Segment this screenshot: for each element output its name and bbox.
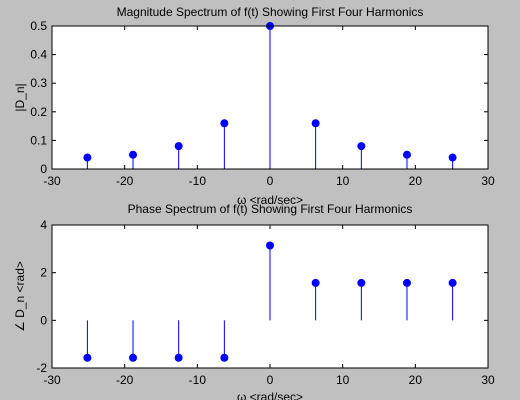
y-axis-label: ∠ D_n <rad>: [13, 261, 27, 332]
x-axis-label: ω <rad/sec>: [237, 193, 303, 207]
stem-marker: [311, 119, 320, 128]
y-tick-label: -2: [36, 361, 47, 375]
x-tick-label: 20: [409, 373, 423, 387]
stem-marker: [357, 278, 366, 287]
stem-marker: [448, 278, 457, 287]
y-tick-label: 2: [40, 266, 47, 280]
y-tick-label: 0: [40, 162, 47, 176]
x-tick-label: -10: [189, 373, 207, 387]
y-tick-label: 0.4: [30, 48, 47, 62]
stem-marker: [129, 150, 138, 159]
x-tick-label: -20: [116, 373, 134, 387]
stem-marker: [83, 153, 92, 162]
y-tick-label: 0: [40, 313, 47, 327]
y-axis-label: |D_n|: [13, 83, 27, 111]
x-tick-label: 10: [336, 174, 350, 188]
x-axis-label: ω <rad/sec>: [237, 390, 303, 400]
x-tick-label: 10: [336, 373, 350, 387]
x-tick-label: 0: [267, 373, 274, 387]
stem-marker: [402, 278, 411, 287]
y-tick-label: 4: [40, 218, 47, 232]
stem-marker: [357, 142, 366, 151]
chart-panel-2: Phase Spectrum of f(t) Showing First Fou…: [13, 202, 495, 400]
stem-marker: [83, 353, 92, 362]
y-tick-label: 0.3: [30, 76, 47, 90]
x-tick-label: 20: [409, 174, 423, 188]
x-tick-label: 0: [267, 174, 274, 188]
stem-marker: [266, 241, 274, 250]
axes-frame: [51, 25, 489, 170]
x-tick-label: 30: [481, 174, 495, 188]
stem-marker: [220, 119, 229, 128]
stem-marker: [402, 150, 411, 159]
axes-frame: [51, 224, 489, 369]
stem-marker: [311, 278, 320, 287]
x-tick-label: -10: [189, 174, 207, 188]
y-tick-label: 0.5: [30, 19, 47, 33]
x-tick-label: -30: [43, 373, 61, 387]
stem-marker: [448, 153, 457, 162]
stem-marker: [174, 353, 183, 362]
stem-marker: [220, 353, 229, 362]
x-tick-label: -30: [43, 174, 61, 188]
chart-title: Magnitude Spectrum of f(t) Showing First…: [117, 5, 424, 19]
y-tick-label: 0.2: [30, 105, 47, 119]
x-tick-label: -20: [116, 174, 134, 188]
chart-panel-1: Magnitude Spectrum of f(t) Showing First…: [13, 5, 495, 207]
x-tick-label: 30: [481, 373, 495, 387]
stem-marker: [129, 353, 138, 362]
chart-title: Phase Spectrum of f(t) Showing First Fou…: [128, 202, 413, 216]
y-tick-label: 0.1: [30, 133, 47, 147]
stem-marker: [174, 142, 183, 151]
